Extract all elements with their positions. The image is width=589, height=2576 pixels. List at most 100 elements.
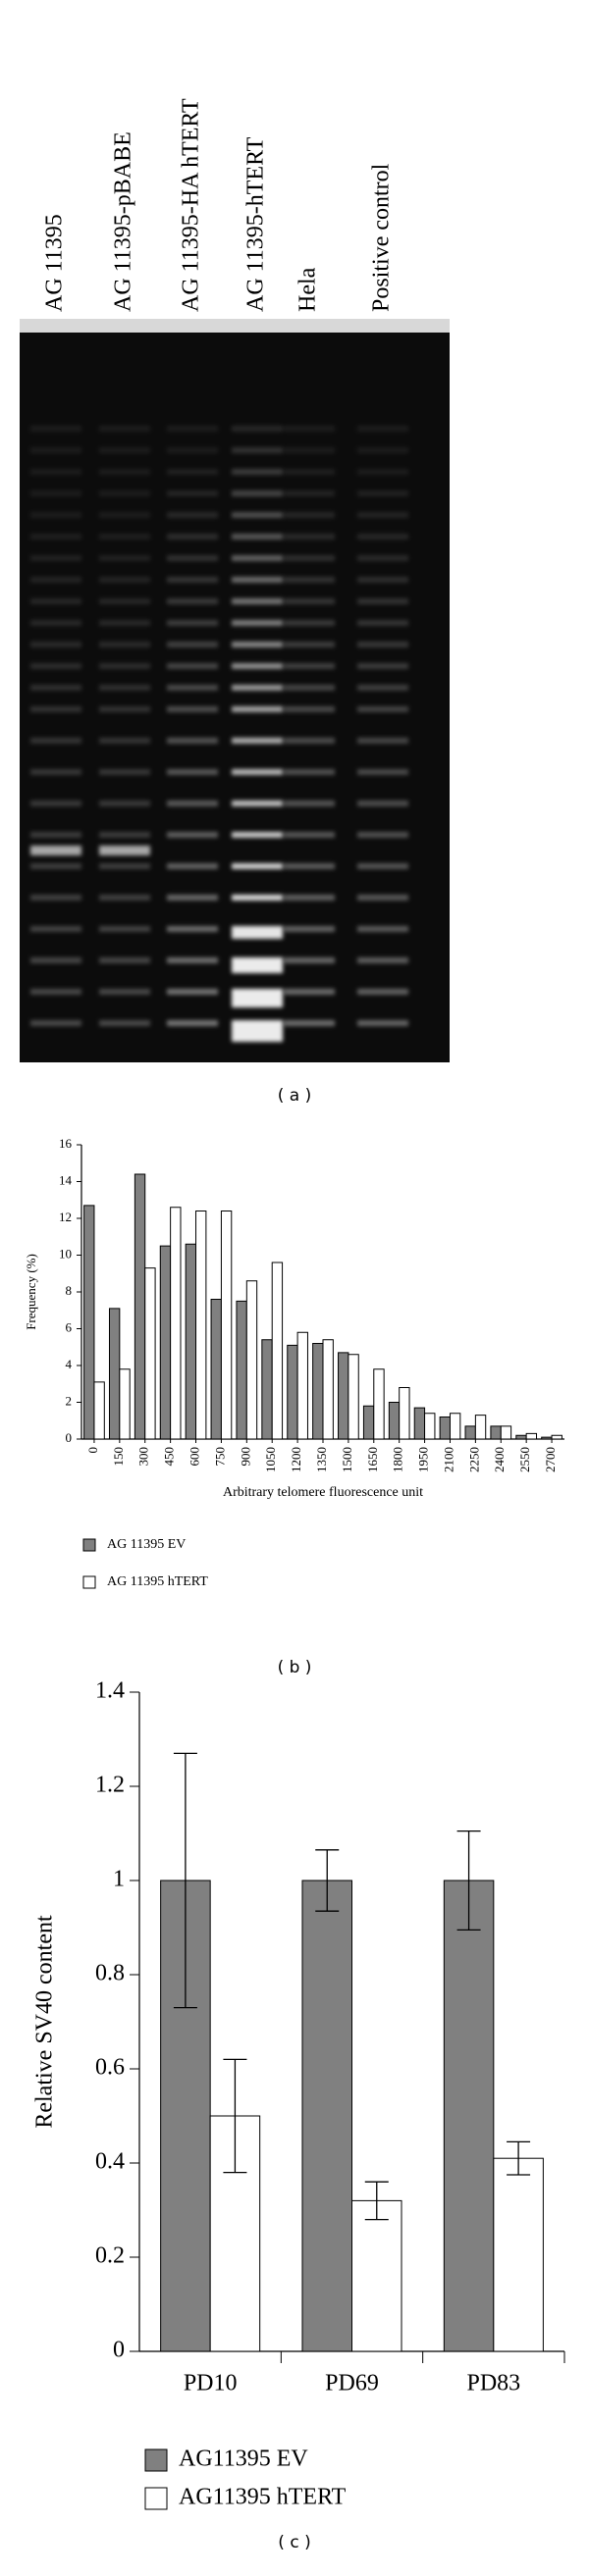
bar [312, 1343, 324, 1440]
x-tick-label: 1200 [289, 1447, 303, 1472]
gel-band [357, 512, 408, 518]
bar [119, 1368, 131, 1440]
bar [338, 1352, 349, 1440]
panel-caption: ( b ) [278, 1658, 312, 1677]
gel-band [284, 577, 335, 583]
gel-band [232, 663, 283, 669]
gel-bands [30, 426, 408, 1042]
gel-band [99, 846, 150, 855]
gel-band [357, 620, 408, 626]
gel-band [357, 642, 408, 647]
bar [301, 1880, 353, 2352]
gel-band [99, 426, 150, 432]
bar [185, 1243, 197, 1440]
gel-band [99, 642, 150, 647]
gel-band [30, 926, 81, 932]
gel-band [232, 642, 283, 647]
x-tick-label: 450 [162, 1447, 177, 1467]
gel-band [232, 1020, 283, 1042]
gel-band [284, 1020, 335, 1026]
gel-band [357, 685, 408, 691]
gel-band [99, 598, 150, 604]
gel-band [232, 738, 283, 744]
gel-band [99, 706, 150, 712]
gel-band [284, 989, 335, 995]
bar [144, 1267, 156, 1440]
x-tick-label: 2100 [441, 1447, 455, 1472]
gel-band [232, 426, 283, 432]
bar [170, 1207, 182, 1440]
bar [210, 1299, 222, 1440]
gel-band [30, 957, 81, 963]
gel-band [284, 926, 335, 932]
y-tick-label: 16 [59, 1136, 73, 1151]
y-tick-label: 10 [59, 1246, 72, 1261]
gel-band [99, 620, 150, 626]
y-tick-label: 0 [113, 2338, 125, 2363]
bar [322, 1339, 334, 1440]
lane-label: AG 11395-pBABE [111, 131, 136, 312]
gel-band [357, 1020, 408, 1026]
y-tick-label: 12 [59, 1210, 72, 1224]
gel-band [30, 846, 81, 855]
bar [449, 1413, 461, 1440]
gel-band [284, 685, 335, 691]
gel-band [357, 577, 408, 583]
gel-band [30, 426, 81, 432]
bar [373, 1368, 385, 1440]
lane-label: AG 11395 [42, 214, 68, 312]
gel-band [99, 832, 150, 838]
legend-swatch [144, 2487, 168, 2510]
gel-band [30, 738, 81, 744]
gel-band [284, 738, 335, 744]
gel-band [357, 895, 408, 901]
gel-band [167, 534, 218, 540]
gel-band [284, 642, 335, 647]
bar [413, 1407, 426, 1440]
gel-band [284, 706, 335, 712]
error-bar [364, 2181, 389, 2221]
gel-band [357, 534, 408, 540]
gel-band [99, 769, 150, 775]
gel-band [30, 832, 81, 838]
gel-band [232, 800, 283, 806]
gel-band [99, 738, 150, 744]
error-bar [173, 1752, 197, 2009]
bar [500, 1425, 512, 1440]
bar [443, 1880, 495, 2352]
gel-band [99, 577, 150, 583]
x-tick-label: 600 [187, 1447, 202, 1467]
y-tick-label: 0.2 [95, 2243, 125, 2269]
bar [551, 1434, 562, 1440]
y-tick-label: 0 [66, 1430, 73, 1445]
gel-band [30, 769, 81, 775]
gel-band [284, 663, 335, 669]
gel-band [232, 534, 283, 540]
y-tick-label: 1.4 [95, 1678, 125, 1704]
gel-band [284, 555, 335, 561]
gel-band [284, 469, 335, 475]
gel-band [167, 1020, 218, 1026]
gel-band [232, 447, 283, 453]
gel-band [167, 555, 218, 561]
gel-band [357, 738, 408, 744]
x-tick-label: PD69 [325, 2371, 379, 2396]
legend-label: AG 11395 hTERT [107, 1574, 208, 1589]
gel-band [284, 895, 335, 901]
gel-band [232, 926, 283, 939]
gel-band [232, 512, 283, 518]
gel-band [167, 863, 218, 869]
gel-band [232, 598, 283, 604]
gel-band [232, 706, 283, 712]
bar [351, 2199, 402, 2352]
gel-well-strip [20, 319, 450, 333]
gel-band [232, 469, 283, 475]
gel-band [232, 577, 283, 583]
x-tick-label: 150 [111, 1447, 126, 1467]
error-bar [456, 1829, 481, 1932]
gel-band [232, 769, 283, 775]
bar [490, 1425, 502, 1440]
gel-band [167, 490, 218, 496]
gel-band [232, 490, 283, 496]
x-tick-label: 2400 [492, 1447, 507, 1472]
